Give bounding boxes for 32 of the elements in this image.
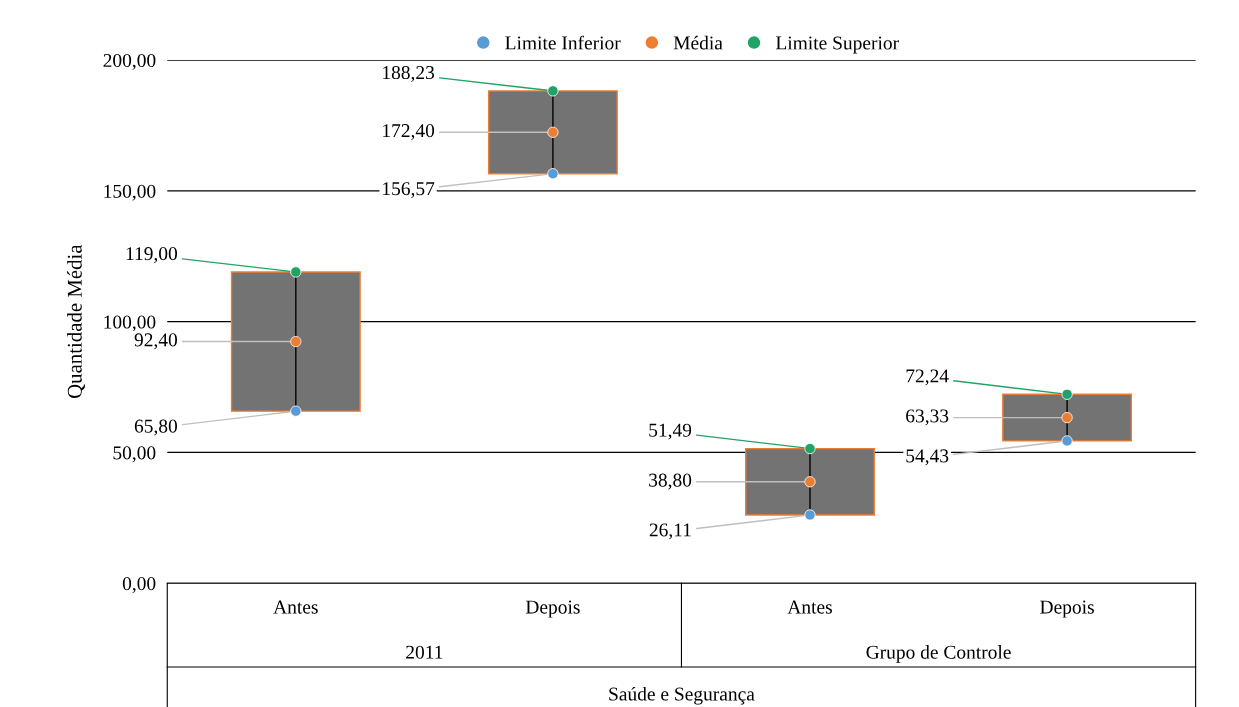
x-tick-label: Depois — [1040, 600, 1094, 618]
data-label: 72,24 — [906, 369, 949, 386]
legend-label: Limite Inferior — [505, 35, 621, 50]
data-label: 119,00 — [126, 247, 178, 263]
y-tick-label: 50,00 — [113, 446, 156, 463]
data-label: 26,11 — [649, 523, 691, 540]
data-label: 51,49 — [649, 423, 692, 440]
x-tick-label: Antes — [787, 600, 832, 614]
y-tick-label: 200,00 — [103, 53, 156, 70]
bar — [487, 90, 618, 175]
y-tick-label: 0,00 — [122, 577, 156, 594]
y-axis-title: Quantidade Média — [67, 244, 85, 399]
bar — [1002, 393, 1133, 442]
x-axis-title: Saúde e Segurança — [609, 686, 755, 705]
text: 2011 — [406, 645, 443, 659]
bar — [230, 271, 361, 412]
y-tick-label: 150,00 — [104, 184, 156, 201]
data-label: 54,43 — [906, 449, 949, 466]
data-label: 188,23 — [383, 65, 435, 82]
y-tick-label: 100,00 — [104, 315, 156, 332]
data-label: 38,80 — [649, 473, 692, 490]
bar — [745, 447, 875, 516]
data-label: 65,80 — [134, 419, 178, 436]
legend-label: Média — [673, 35, 723, 50]
data-label: 92,40 — [134, 333, 178, 350]
x-tick-label: Antes — [273, 600, 318, 614]
text: Grupo de Controle — [866, 645, 1011, 663]
x-tick-label: Depois — [525, 600, 580, 618]
legend-label: Limite Superior — [775, 36, 899, 54]
data-label: 63,33 — [906, 409, 949, 426]
data-label: 156,57 — [383, 182, 435, 199]
data-label: 172,40 — [383, 124, 435, 140]
